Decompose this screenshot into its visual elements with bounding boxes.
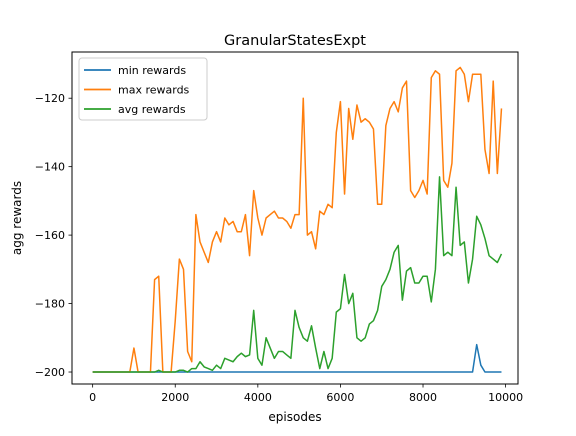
x-axis-label: episodes xyxy=(268,410,321,424)
y-tick-label: −200 xyxy=(35,366,65,379)
x-tick-label: 8000 xyxy=(409,391,437,404)
x-axis: 0 2000 4000 6000 8000 10000 xyxy=(89,384,523,404)
y-tick-label: −140 xyxy=(35,161,65,174)
series-layer xyxy=(92,66,503,373)
y-axis: −200 −180 −160 −140 −120 xyxy=(35,92,72,379)
x-tick-label: 10000 xyxy=(488,391,523,404)
y-tick-label: −120 xyxy=(35,92,65,105)
legend-label: avg rewards xyxy=(118,103,186,116)
legend: min rewards max rewards avg rewards xyxy=(78,57,208,121)
x-tick-label: 0 xyxy=(89,391,96,404)
x-tick-label: 4000 xyxy=(244,391,272,404)
legend-box xyxy=(78,57,208,121)
legend-label: max rewards xyxy=(118,84,190,97)
chart-title: GranularStatesExpt xyxy=(224,33,366,49)
legend-label: min rewards xyxy=(118,64,186,77)
y-tick-label: −160 xyxy=(35,229,65,242)
series-line-min-rewards xyxy=(92,343,502,373)
series-line-max-rewards xyxy=(92,66,503,373)
plot-frame xyxy=(71,51,519,385)
x-tick-label: 6000 xyxy=(326,391,354,404)
x-tick-label: 2000 xyxy=(161,391,189,404)
series-line-avg-rewards xyxy=(92,176,503,373)
legend-items: min rewards max rewards avg rewards xyxy=(84,64,190,116)
y-tick-label: −180 xyxy=(35,298,65,311)
y-axis-label: agg rewards xyxy=(10,181,24,255)
